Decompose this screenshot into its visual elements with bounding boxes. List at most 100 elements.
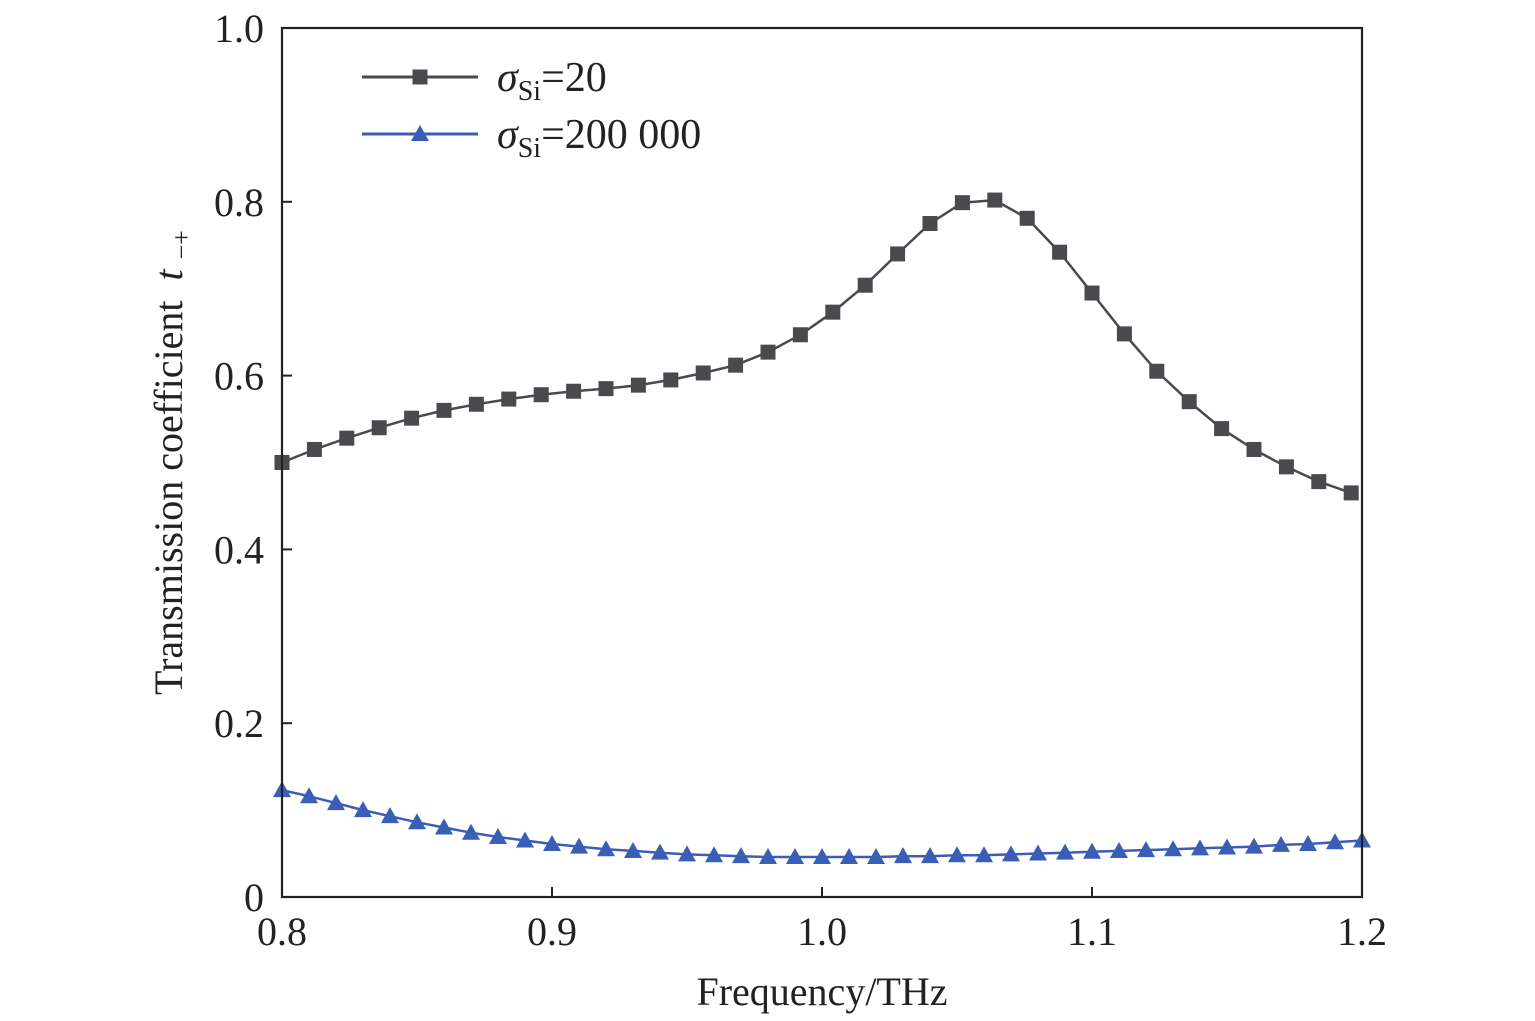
x-tick-label: 0.8 bbox=[257, 909, 307, 954]
data-point-triangle bbox=[1326, 833, 1344, 850]
y-tick-label: 1.0 bbox=[214, 6, 264, 51]
data-point-triangle bbox=[651, 843, 669, 860]
legend-item: σSi=200 000 bbox=[362, 112, 701, 164]
data-point-triangle bbox=[759, 848, 777, 865]
data-point-triangle bbox=[1056, 843, 1074, 860]
legend-label-value: =200 000 bbox=[541, 112, 701, 158]
y-tick-label: 0.2 bbox=[214, 701, 264, 746]
legend-label-symbol: σ bbox=[497, 55, 520, 101]
y-axis-label-subscript: −+ bbox=[167, 230, 196, 259]
x-tick-label: 0.9 bbox=[527, 909, 577, 954]
data-point-triangle bbox=[1245, 837, 1263, 854]
y-tick-label: 0 bbox=[244, 875, 264, 920]
data-point-square bbox=[306, 441, 322, 457]
x-tick-label: 1.2 bbox=[1337, 909, 1387, 954]
data-point-triangle bbox=[381, 807, 399, 824]
data-point-triangle bbox=[327, 794, 345, 811]
data-point-square bbox=[987, 192, 1003, 208]
data-point-triangle bbox=[1083, 842, 1101, 859]
data-point-square bbox=[630, 377, 646, 393]
data-point-square bbox=[436, 402, 452, 418]
data-point-square bbox=[371, 420, 387, 436]
legend-label-subscript: Si bbox=[518, 133, 542, 164]
data-point-triangle bbox=[300, 787, 318, 804]
data-point-triangle bbox=[705, 846, 723, 863]
data-point-square bbox=[825, 304, 841, 320]
axis-ticks: 0.8 0.9 1.0 1.1 1.2 0 0.2 0.4 0.6 0.8 1.0 bbox=[214, 6, 1387, 954]
data-point-square bbox=[533, 387, 549, 403]
data-point-square bbox=[1311, 474, 1327, 490]
data-point-square bbox=[1084, 285, 1100, 301]
x-axis-label: Frequency/THz bbox=[696, 969, 947, 1014]
data-point-square bbox=[695, 365, 711, 381]
legend-item: σSi=20 bbox=[362, 55, 607, 107]
data-point-triangle bbox=[570, 837, 588, 854]
data-point-square bbox=[760, 344, 776, 360]
data-point-square bbox=[1246, 441, 1262, 457]
x-tick-label: 1.1 bbox=[1067, 909, 1117, 954]
data-point-triangle bbox=[624, 841, 642, 858]
data-point-square bbox=[1278, 459, 1294, 475]
x-tick-label: 1.0 bbox=[797, 909, 847, 954]
legend-label-symbol: σ bbox=[497, 112, 520, 158]
data-point-triangle bbox=[1137, 841, 1155, 858]
data-point-triangle bbox=[1029, 844, 1047, 861]
data-point-triangle bbox=[1299, 834, 1317, 851]
data-point-square bbox=[598, 381, 614, 397]
data-point-square bbox=[728, 357, 744, 373]
data-point-square bbox=[1214, 421, 1230, 437]
data-point-square bbox=[1116, 326, 1132, 342]
data-point-square bbox=[954, 195, 970, 211]
y-axis-label-symbol: t bbox=[146, 269, 191, 281]
data-point-square bbox=[566, 383, 582, 399]
data-point-triangle bbox=[489, 828, 507, 845]
data-point-square bbox=[1052, 244, 1068, 260]
data-point-square bbox=[922, 216, 938, 232]
data-point-triangle bbox=[516, 831, 534, 848]
plot-layer bbox=[273, 192, 1371, 865]
data-point-triangle bbox=[1272, 835, 1290, 852]
data-point-square bbox=[501, 391, 517, 407]
y-axis-label-text: Transmission coefficient bbox=[146, 301, 191, 695]
series-line bbox=[281, 198, 1352, 495]
legend-label: σSi=20 bbox=[497, 55, 607, 107]
data-point-triangle bbox=[354, 801, 372, 818]
legend-label-subscript: Si bbox=[518, 76, 542, 107]
data-point-square bbox=[792, 327, 808, 343]
legend-label-value: =20 bbox=[541, 55, 607, 101]
data-point-square bbox=[404, 410, 420, 426]
data-point-triangle bbox=[408, 813, 426, 830]
series-2 bbox=[273, 781, 1371, 865]
data-point-triangle bbox=[1164, 840, 1182, 857]
data-point-triangle bbox=[1002, 845, 1020, 862]
y-tick-label: 0.8 bbox=[214, 180, 264, 225]
data-point-triangle bbox=[921, 847, 939, 864]
data-point-triangle bbox=[1191, 839, 1209, 856]
data-point-triangle bbox=[894, 847, 912, 864]
data-point-square bbox=[1019, 210, 1035, 226]
data-point-square bbox=[468, 396, 484, 412]
data-point-triangle bbox=[867, 848, 885, 865]
data-point-triangle bbox=[597, 840, 615, 857]
data-point-triangle bbox=[813, 848, 831, 865]
data-point-triangle bbox=[732, 847, 750, 864]
data-point-triangle bbox=[840, 848, 858, 865]
series-1 bbox=[274, 192, 1359, 501]
data-point-square bbox=[339, 430, 355, 446]
data-point-square bbox=[857, 277, 873, 293]
data-point-triangle bbox=[543, 834, 561, 851]
data-point-triangle bbox=[411, 125, 429, 141]
data-point-triangle bbox=[435, 818, 453, 835]
data-point-square bbox=[1181, 394, 1197, 410]
data-point-triangle bbox=[1218, 838, 1236, 855]
plot-frame bbox=[280, 26, 1364, 899]
data-point-triangle bbox=[678, 845, 696, 862]
data-point-triangle bbox=[462, 823, 480, 840]
data-point-square bbox=[1149, 363, 1165, 379]
y-tick-label: 0.4 bbox=[214, 527, 264, 572]
data-point-triangle bbox=[786, 848, 804, 865]
data-point-square bbox=[890, 246, 906, 262]
data-point-triangle bbox=[975, 846, 993, 863]
